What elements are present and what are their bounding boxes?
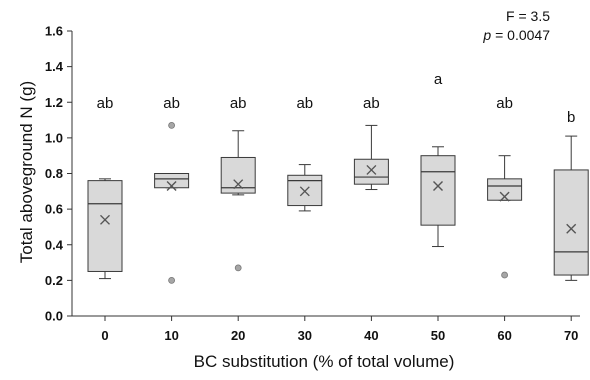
box-0	[87, 178, 123, 280]
significance-letter: ab	[97, 95, 114, 112]
x-tick-label: 50	[431, 328, 445, 343]
y-tick-label: 1.6	[45, 24, 63, 39]
p-value-text: = 0.0047	[491, 27, 550, 43]
x-axis-ticks: 0 10 20 30 40 50 60 70	[101, 316, 578, 343]
box-30	[287, 164, 323, 212]
significance-letters: ab ab ab ab ab a ab b	[97, 71, 576, 126]
box-40	[353, 124, 389, 191]
significance-letter: ab	[296, 95, 313, 112]
significance-letter: a	[434, 71, 443, 88]
p-value: p = 0.0047	[483, 27, 550, 43]
box-50	[420, 146, 456, 248]
mean-marker	[166, 180, 177, 191]
x-tick-label: 10	[164, 328, 178, 343]
box-iqr	[154, 173, 190, 189]
x-tick-label: 0	[101, 328, 108, 343]
significance-letter: ab	[163, 95, 180, 112]
x-tick-label: 70	[564, 328, 578, 343]
x-tick-label: 60	[497, 328, 511, 343]
outlier-point	[168, 276, 176, 284]
outlier-point	[234, 264, 242, 272]
x-tick-label: 40	[364, 328, 378, 343]
mean-marker	[299, 186, 310, 197]
x-tick-label: 20	[231, 328, 245, 343]
box-20	[220, 130, 256, 272]
x-axis-label: BC substitution (% of total volume)	[193, 352, 455, 371]
significance-letter: b	[567, 109, 575, 126]
mean-marker	[566, 223, 577, 234]
f-statistic: F = 3.5	[506, 8, 550, 24]
boxes	[87, 122, 589, 284]
box-70	[553, 135, 589, 281]
y-tick-label: 0.8	[45, 166, 63, 181]
y-tick-label: 0.4	[45, 237, 64, 252]
box-60	[487, 155, 523, 279]
outlier-point	[168, 122, 176, 129]
y-tick-label: 0.2	[45, 273, 63, 288]
y-axis-label: Total aboveground N (g)	[17, 80, 36, 264]
y-axis-ticks: 0.0 0.2 0.4 0.6 0.8 1.0 1.2 1.4 1.6	[45, 24, 72, 324]
box-iqr	[87, 180, 123, 272]
y-tick-label: 1.4	[45, 59, 64, 74]
mean-marker	[499, 191, 510, 202]
mean-marker	[233, 179, 244, 190]
y-tick-label: 0.6	[45, 202, 63, 217]
significance-letter: ab	[230, 95, 247, 112]
y-tick-label: 0.0	[45, 309, 63, 324]
p-label: p	[483, 27, 492, 43]
outlier-point	[501, 271, 509, 279]
significance-letter: ab	[496, 95, 513, 112]
significance-letter: ab	[363, 95, 380, 112]
mean-marker	[366, 164, 377, 175]
mean-marker	[100, 214, 110, 225]
box-iqr	[553, 169, 589, 276]
box-10	[154, 122, 190, 284]
mean-marker	[433, 180, 443, 191]
box-iqr	[353, 158, 389, 185]
y-tick-label: 1.0	[45, 130, 63, 145]
x-tick-label: 30	[298, 328, 312, 343]
y-tick-label: 1.2	[45, 95, 63, 110]
box-iqr	[420, 155, 456, 226]
box-iqr	[487, 178, 523, 201]
